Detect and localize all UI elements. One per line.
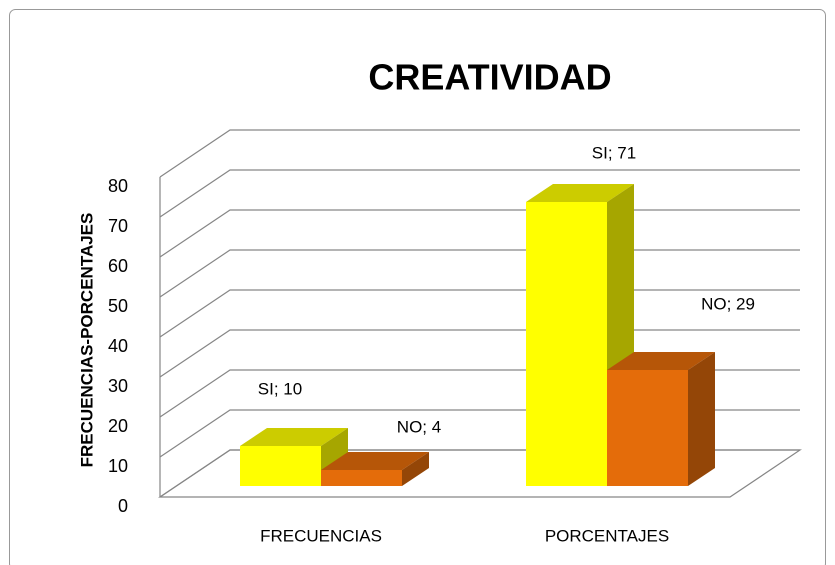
bar [321, 452, 429, 486]
bar-top [526, 184, 634, 202]
y-tick-label: 0 [118, 496, 128, 516]
data-label: SI; 71 [592, 143, 636, 162]
grid-line [159, 169, 800, 218]
y-tick-label: 70 [108, 216, 128, 236]
y-tick-label: 60 [108, 256, 128, 276]
bar [607, 352, 715, 486]
bar-front [526, 202, 607, 486]
y-tick-label: 50 [108, 296, 128, 316]
y-tick-label: 30 [108, 376, 128, 396]
y-tick-label: 80 [108, 176, 128, 196]
bar-top [240, 428, 348, 446]
x-tick-label: PORCENTAJES [545, 526, 669, 545]
data-label: SI; 10 [258, 379, 302, 398]
y-tick-label: 40 [108, 336, 128, 356]
y-tick-label: 10 [108, 456, 128, 476]
bar-front [607, 370, 688, 486]
bar-front [321, 470, 402, 486]
x-tick-label: FRECUENCIAS [260, 526, 382, 545]
bar-front [240, 446, 321, 486]
y-tick-label: 20 [108, 416, 128, 436]
chart-title: CREATIVIDAD [368, 57, 611, 98]
bar-top [321, 452, 429, 470]
bar-top [607, 352, 715, 370]
bar-side [402, 452, 429, 486]
y-axis-label: FRECUENCIAS-PORCENTAJES [77, 213, 96, 468]
data-label: NO; 4 [397, 417, 441, 436]
data-label: NO; 29 [701, 294, 755, 313]
bar-side [688, 352, 715, 486]
grid-line [159, 129, 800, 178]
